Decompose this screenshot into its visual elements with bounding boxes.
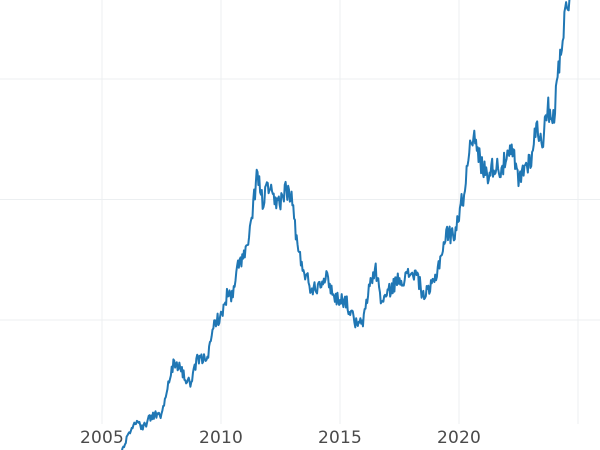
- x-axis-tick-label: 2005: [79, 428, 125, 448]
- x-axis-tick-label: 2010: [198, 428, 244, 448]
- x-axis-tick-label: 2020: [436, 428, 482, 448]
- horizontal-gridlines: [0, 78, 600, 321]
- data-series-line: [121, 0, 571, 450]
- x-axis-tick-label: 2015: [317, 428, 363, 448]
